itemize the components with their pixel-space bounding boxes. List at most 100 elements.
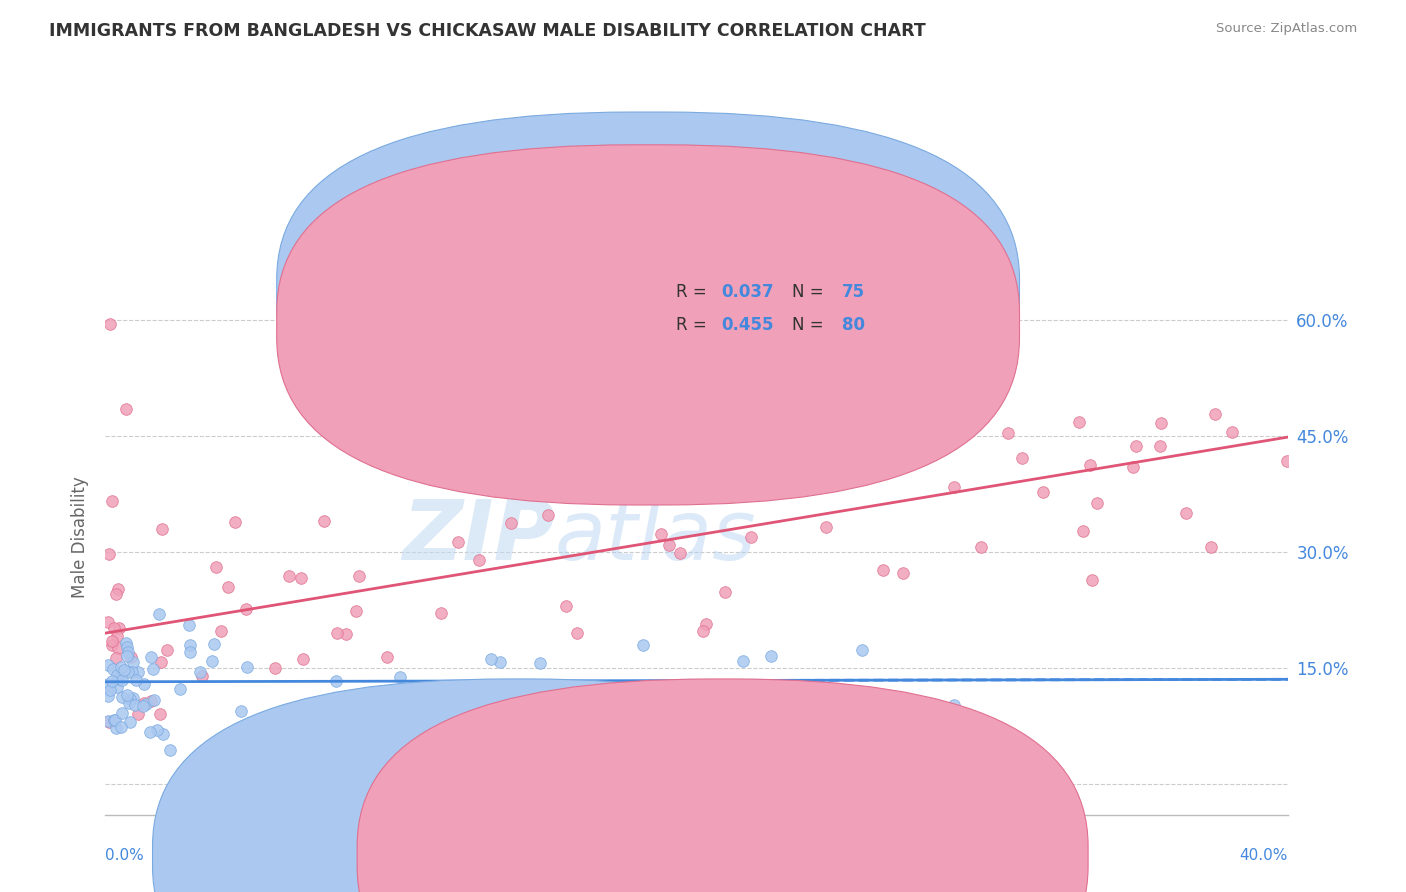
Point xyxy=(115,640,138,655)
Point xyxy=(997,426,1019,441)
Point xyxy=(714,585,737,599)
Point xyxy=(485,693,508,707)
Point xyxy=(388,689,411,703)
Point xyxy=(179,639,201,653)
Point xyxy=(1150,416,1173,430)
Text: R =: R = xyxy=(676,283,713,301)
Point xyxy=(1122,460,1144,475)
Point xyxy=(709,685,731,699)
Point xyxy=(335,627,357,641)
Point xyxy=(1275,454,1298,468)
Point xyxy=(115,402,138,417)
Point xyxy=(146,723,169,738)
Point xyxy=(326,625,349,640)
Point xyxy=(1078,458,1101,472)
Point xyxy=(107,582,129,597)
Point xyxy=(152,727,174,741)
Point xyxy=(118,715,141,730)
Point xyxy=(111,706,134,720)
Text: ZIP: ZIP xyxy=(402,496,554,577)
Point xyxy=(669,546,692,560)
Point xyxy=(845,689,868,703)
Point xyxy=(375,649,398,664)
Point xyxy=(290,571,312,585)
Point xyxy=(134,677,156,691)
Point xyxy=(851,642,873,657)
Text: N =: N = xyxy=(793,316,830,334)
Point xyxy=(1071,524,1094,539)
Point xyxy=(572,717,595,731)
Text: 0.0%: 0.0% xyxy=(105,848,143,863)
Point xyxy=(934,701,956,715)
Point xyxy=(349,425,371,440)
Point xyxy=(149,707,172,722)
Point xyxy=(692,624,714,638)
Point xyxy=(537,508,560,523)
Point xyxy=(98,682,121,697)
Point xyxy=(1175,506,1198,520)
Point xyxy=(103,621,125,635)
Point xyxy=(117,645,139,659)
Point xyxy=(264,661,287,675)
Point xyxy=(97,615,120,629)
Point xyxy=(104,587,127,601)
Point xyxy=(499,516,522,531)
Point xyxy=(104,651,127,665)
Point xyxy=(236,660,259,674)
Point xyxy=(291,651,314,665)
Point xyxy=(447,535,470,549)
Point xyxy=(115,688,138,702)
Point xyxy=(554,599,576,613)
Point xyxy=(132,696,155,710)
FancyBboxPatch shape xyxy=(277,145,1019,505)
Point xyxy=(1067,415,1090,429)
Point xyxy=(97,658,120,673)
Point xyxy=(139,649,162,664)
Point xyxy=(278,569,301,583)
Point xyxy=(150,655,173,669)
Point xyxy=(814,520,837,534)
Point xyxy=(468,552,491,566)
Point xyxy=(970,384,993,398)
Point xyxy=(224,515,246,529)
Text: 0.037: 0.037 xyxy=(721,283,775,301)
Point xyxy=(127,665,149,679)
Point xyxy=(429,606,451,620)
Point xyxy=(1125,439,1147,453)
Point xyxy=(188,665,211,679)
Point xyxy=(970,540,993,554)
Point xyxy=(132,698,155,713)
Text: 40.0%: 40.0% xyxy=(1240,848,1288,863)
Point xyxy=(105,667,128,681)
Point xyxy=(101,673,124,688)
Point xyxy=(148,607,170,621)
Point xyxy=(135,698,157,712)
Text: Chickasaw: Chickasaw xyxy=(745,849,823,863)
Point xyxy=(669,477,692,491)
Point xyxy=(101,494,124,508)
FancyBboxPatch shape xyxy=(277,112,1019,472)
Point xyxy=(118,692,141,706)
Point xyxy=(101,634,124,648)
Point xyxy=(141,694,163,708)
Point xyxy=(650,527,672,541)
Point xyxy=(121,690,143,705)
Point xyxy=(1085,496,1108,510)
Point xyxy=(121,665,143,679)
Point xyxy=(118,696,141,710)
Point xyxy=(142,662,165,676)
Point xyxy=(111,690,134,705)
Point xyxy=(101,638,124,652)
FancyBboxPatch shape xyxy=(357,679,1088,892)
Point xyxy=(105,629,128,643)
Point xyxy=(105,680,128,694)
Point xyxy=(107,621,129,635)
Point xyxy=(943,698,966,713)
Point xyxy=(1032,484,1054,499)
Point xyxy=(107,640,129,655)
Point xyxy=(695,617,717,632)
Point xyxy=(631,638,654,652)
Y-axis label: Male Disability: Male Disability xyxy=(72,475,89,598)
Point xyxy=(1011,450,1033,465)
Point xyxy=(124,698,146,713)
